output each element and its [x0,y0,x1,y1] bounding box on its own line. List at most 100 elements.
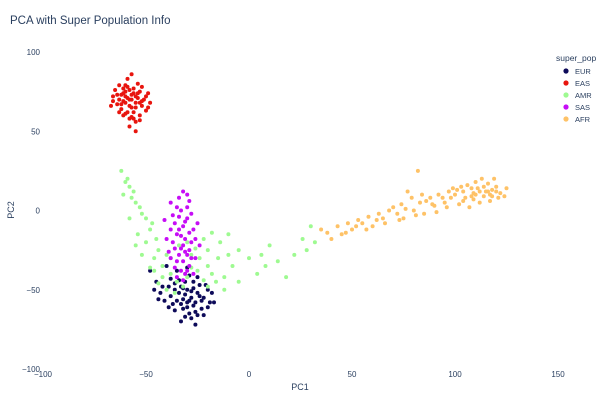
point-eas [129,97,134,102]
point-afr [488,199,492,203]
point-afr [397,218,402,222]
point-afr [471,197,476,202]
point-afr [420,192,424,197]
point-eur [189,289,194,294]
point-afr [471,191,476,196]
point-eas [131,91,136,96]
point-afr [360,221,365,226]
point-sas [183,237,188,241]
point-amr [123,180,128,184]
point-eur [209,290,214,295]
point-eas [115,102,120,107]
point-amr [152,256,157,261]
legend-title: super_pop [556,53,596,63]
point-amr [177,243,181,248]
point-afr [477,189,482,194]
legend-item-amr[interactable]: AMR [563,91,592,100]
y-tick-label: 0 [36,207,41,216]
point-sas [187,199,192,203]
point-sas [197,243,202,248]
point-amr [156,281,161,286]
point-afr [422,211,427,216]
point-eas [121,99,126,104]
point-afr [442,200,447,205]
point-afr [453,192,457,197]
point-afr [473,180,478,184]
point-amr [150,221,155,226]
point-eur [166,305,171,310]
point-amr [139,211,144,216]
legend-item-afr[interactable]: AFR [563,115,591,124]
point-amr [255,271,260,276]
point-amr [127,184,132,189]
point-amr [125,176,130,181]
point-sas [179,246,183,251]
point-afr [370,224,375,229]
point-sas [189,240,194,245]
point-amr [129,195,134,200]
point-afr [401,216,406,221]
point-amr [216,256,221,261]
point-afr [467,205,472,210]
point-afr [448,195,453,200]
legend-item-sas[interactable]: SAS [563,103,590,112]
point-amr [236,248,241,253]
point-eur [177,290,181,295]
point-afr [504,186,509,191]
point-eur [199,298,204,303]
point-amr [131,189,136,194]
point-eur [191,286,196,291]
legend-label: EUR [575,67,591,76]
point-sas [189,211,194,216]
point-eur [183,314,188,319]
point-afr [354,224,359,229]
point-amr [127,216,132,221]
point-eas [144,94,148,99]
point-eur [170,302,175,306]
point-sas [168,256,173,261]
point-afr [486,189,490,194]
point-sas [164,237,169,241]
point-amr [160,264,165,268]
point-eur [185,305,190,310]
point-afr [465,183,470,188]
point-afr [498,191,503,196]
point-amr [226,252,231,257]
point-amr [267,243,272,248]
point-amr [230,264,235,268]
point-sas [179,268,183,273]
point-amr [193,246,198,251]
point-afr [461,189,466,194]
legend-item-eur[interactable]: EUR [563,67,591,76]
legend-marker [563,104,569,110]
point-eur [205,287,210,292]
point-afr [405,189,410,194]
point-eur [185,287,190,292]
point-sas [174,275,179,280]
point-amr [226,232,231,237]
point-afr [440,195,445,200]
point-eur [193,300,198,305]
point-eur [187,311,192,316]
point-afr [475,186,480,191]
point-eas [117,110,122,115]
x-tick-label: −100 [34,370,53,379]
point-amr [133,243,138,248]
x-tick-label: 0 [247,370,252,379]
point-amr [201,278,206,283]
point-eas [123,111,128,116]
point-amr [284,275,289,280]
x-tick-label: 100 [448,370,462,379]
point-amr [144,216,148,221]
point-afr [339,232,344,237]
point-afr [455,187,460,192]
point-eur [201,313,206,318]
point-afr [481,184,486,189]
point-amr [275,259,280,264]
legend-item-eas[interactable]: EAS [563,79,590,88]
point-eas [133,129,138,134]
point-eur [156,297,161,302]
point-eas [117,97,122,102]
point-afr [329,237,334,241]
point-eur [168,294,173,299]
